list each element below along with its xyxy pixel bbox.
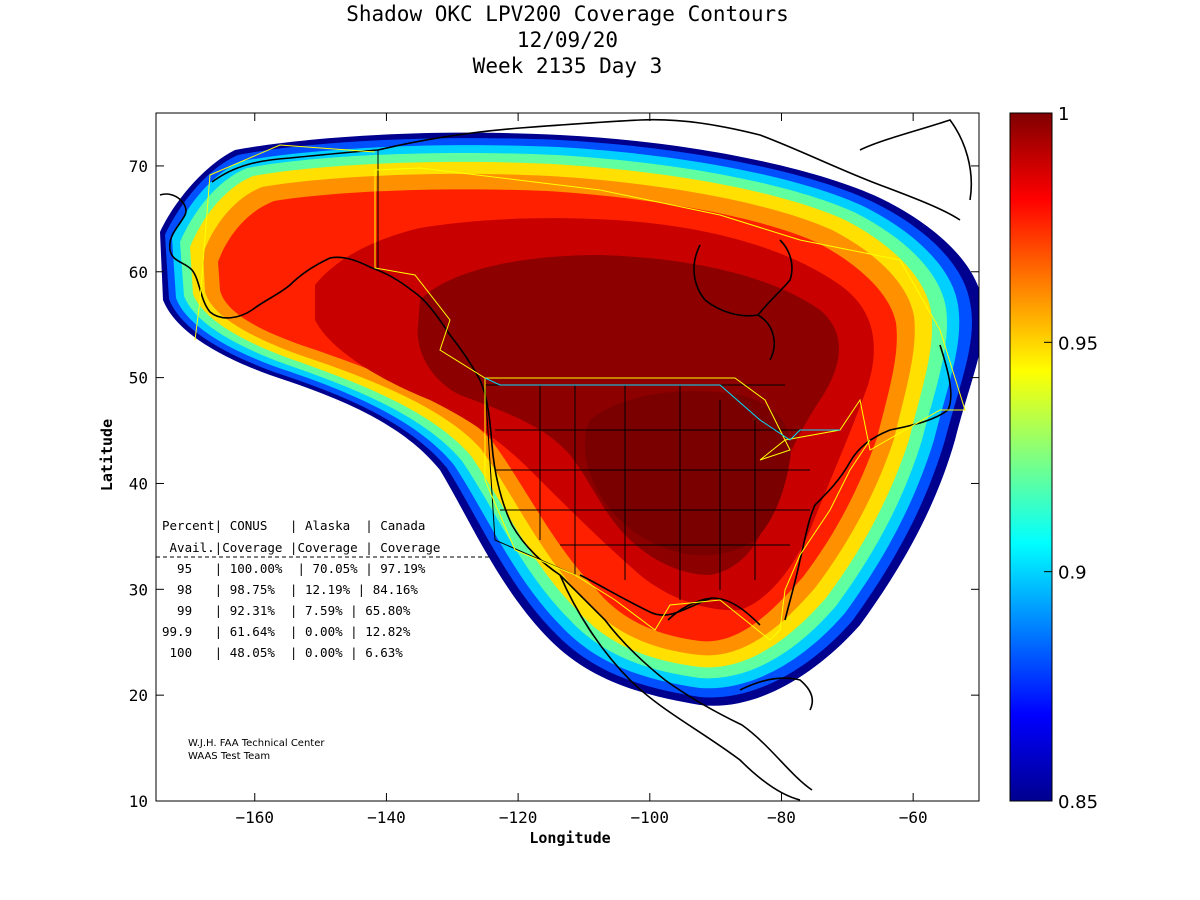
chart-date: 12/09/20	[516, 28, 619, 52]
table-header-1: Percent| CONUS | Alaska | Canada	[162, 518, 426, 533]
colorbar-tick-label: 0.95	[1058, 333, 1098, 354]
y-tick-label: 70	[129, 157, 148, 176]
y-tick-label: 50	[129, 369, 148, 388]
x-tick-label: −160	[235, 808, 274, 827]
credit-line-2: WAAS Test Team	[188, 751, 271, 762]
y-tick-label: 30	[129, 580, 148, 599]
table-row: 98 | 98.75% | 12.19% | 84.16%	[162, 582, 418, 597]
chart-week: Week 2135 Day 3	[472, 54, 663, 78]
gulf-coast	[579, 574, 713, 616]
greenland	[859, 119, 973, 201]
colorbar-ticks: 1 0.95 0.9 0.85	[1044, 104, 1098, 813]
y-axis-label: Latitude	[98, 419, 116, 491]
table-row: 99 | 92.31% | 7.59% | 65.80%	[162, 603, 411, 618]
x-tick-label: −120	[499, 808, 538, 827]
credit-line-1: W.J.H. FAA Technical Center	[188, 738, 325, 749]
x-axis: −160 −140 −120 −100 −80 −60	[235, 113, 928, 827]
alaska-coast	[159, 193, 373, 319]
x-tick-label: −80	[767, 808, 796, 827]
y-axis: 10 20 30 40 50 60 70	[129, 157, 979, 811]
colorbar-tick-label: 0.85	[1058, 792, 1098, 813]
hudson-bay	[693, 239, 793, 361]
mexico-west	[559, 574, 801, 801]
yucatan	[739, 677, 814, 711]
x-tick-label: −100	[631, 808, 670, 827]
table-row: 95 | 100.00% | 70.05% | 97.19%	[162, 561, 426, 576]
colorbar-tick-label: 0.9	[1058, 563, 1087, 584]
arctic-coast	[377, 118, 961, 221]
plot-frame	[155, 112, 980, 802]
x-tick-label: −60	[899, 808, 928, 827]
alaska-north-coast	[211, 149, 379, 183]
coverage-contours	[160, 132, 979, 706]
y-tick-label: 10	[129, 792, 148, 811]
y-tick-label: 20	[129, 686, 148, 705]
colorbar	[1009, 112, 1053, 802]
table-row: 99.9 | 61.64% | 0.00% | 12.82%	[162, 624, 411, 639]
y-tick-label: 60	[129, 263, 148, 282]
pacific-coast	[371, 267, 813, 791]
contour-1.0-core	[584, 391, 791, 556]
x-tick-label: −140	[367, 808, 406, 827]
colorbar-tick-label: 1	[1058, 104, 1069, 125]
chart-title: Shadow OKC LPV200 Coverage Contours	[346, 2, 789, 26]
table-row: 100 | 48.05% | 0.00% | 6.63%	[162, 645, 403, 660]
y-tick-label: 40	[129, 474, 148, 493]
table-header-2: Avail.|Coverage |Coverage | Coverage	[162, 540, 441, 555]
region-outlines	[194, 144, 966, 641]
x-axis-label: Longitude	[529, 829, 610, 847]
